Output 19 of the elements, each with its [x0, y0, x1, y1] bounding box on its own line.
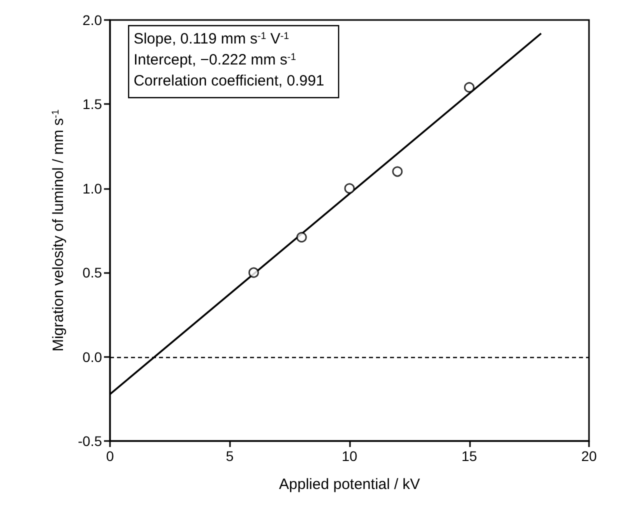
y-tick-label: 2.0 [82, 12, 102, 28]
y-tick-label: -0.5 [78, 433, 102, 449]
y-tick-label: 1.5 [82, 96, 102, 112]
x-tick-label: 15 [461, 448, 478, 464]
y-tick-label: 0.5 [82, 264, 102, 281]
x-tick-label: 0 [106, 448, 114, 464]
y-axis-title: Migration velosity of luminol / mm s-1 [50, 109, 67, 352]
y-tick-label: 1.0 [82, 180, 102, 196]
y-tick-label: 0.0 [82, 348, 102, 365]
x-tick-label: 20 [581, 448, 597, 464]
annotation: Correlation coefficient, 0.991 [134, 72, 324, 90]
point [392, 166, 403, 177]
x-axis-title: Applied potential / kV [279, 476, 420, 493]
point [344, 183, 355, 194]
x-tick-label: 10 [342, 448, 358, 464]
x-tick-label: 5 [226, 448, 234, 464]
point [248, 267, 259, 278]
point [464, 82, 474, 93]
point [296, 232, 307, 242]
